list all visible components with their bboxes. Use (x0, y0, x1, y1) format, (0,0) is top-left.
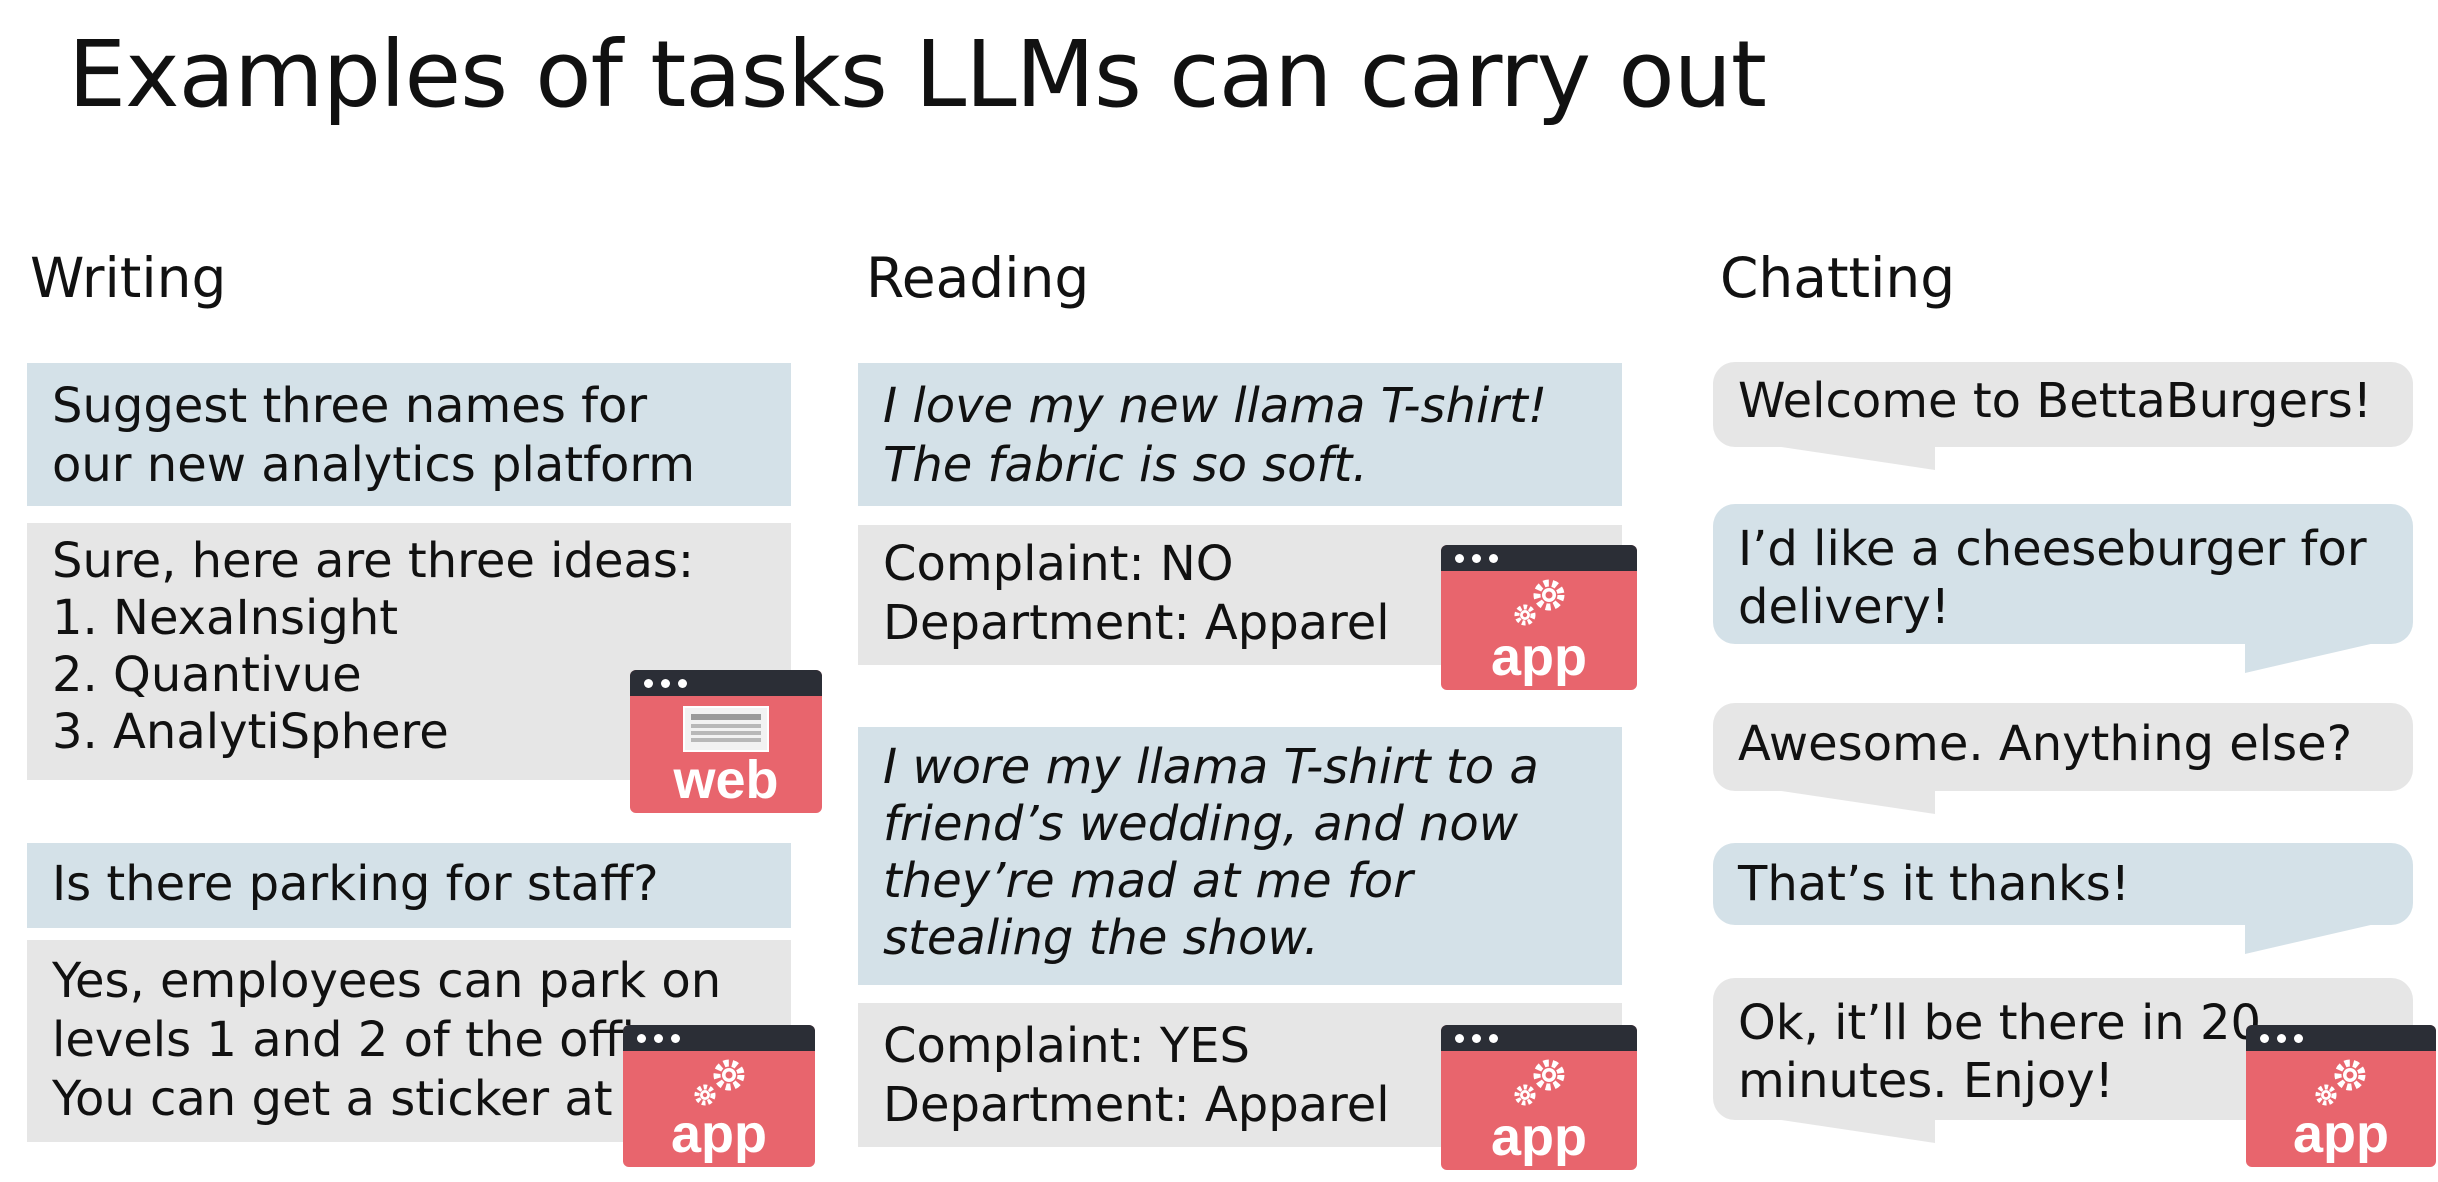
window-titlebar (1441, 545, 1637, 571)
chat-tail-right (2245, 924, 2375, 954)
chat-tail-left (1775, 446, 1935, 470)
reading-heading: Reading (866, 246, 1090, 310)
app-badge: app (1441, 545, 1637, 690)
writing-prompt-1: Suggest three names for our new analytic… (27, 363, 791, 506)
gears-icon (1514, 1059, 1565, 1106)
chat-tail-right (2245, 643, 2375, 673)
window-titlebar (623, 1025, 815, 1051)
gears-icon (2315, 1059, 2366, 1106)
window-titlebar (2246, 1025, 2436, 1051)
chat-tail-left (1775, 790, 1935, 814)
reading-review-1: I love my new llama T-shirt! The fabric … (858, 363, 1622, 506)
web-badge: web (630, 670, 822, 813)
app-label: app (670, 1104, 767, 1164)
writing-response-1: Sure, here are three ideas: 1. NexaInsig… (27, 523, 791, 780)
page-title: Examples of tasks LLMs can carry out (68, 21, 1767, 128)
window-titlebar (1441, 1025, 1637, 1051)
reading-review-2: I wore my llama T-shirt to a friend’s we… (858, 727, 1622, 985)
app-badge: app (2246, 1025, 2436, 1167)
window-titlebar (630, 670, 822, 696)
app-badge: app (1441, 1025, 1637, 1170)
gears-icon (1514, 579, 1565, 626)
chat-message-bot-1: Welcome to BettaBurgers! (1713, 362, 2413, 447)
chat-message-bot-2: Awesome. Anything else? (1713, 703, 2413, 791)
app-label: app (1490, 1107, 1587, 1167)
browser-page-icon (683, 706, 769, 752)
chat-tail-left (1775, 1119, 1935, 1143)
app-label: app (1490, 627, 1587, 687)
web-label: web (673, 750, 779, 810)
writing-heading: Writing (30, 246, 227, 310)
chatting-heading: Chatting (1720, 246, 1956, 310)
writing-prompt-2: Is there parking for staff? (27, 843, 791, 928)
gears-icon (694, 1059, 745, 1106)
app-badge: app (623, 1025, 815, 1167)
app-label: app (2292, 1104, 2389, 1164)
chat-message-user-1: I’d like a cheeseburger for delivery! (1713, 504, 2413, 644)
chat-message-user-2: That’s it thanks! (1713, 843, 2413, 925)
